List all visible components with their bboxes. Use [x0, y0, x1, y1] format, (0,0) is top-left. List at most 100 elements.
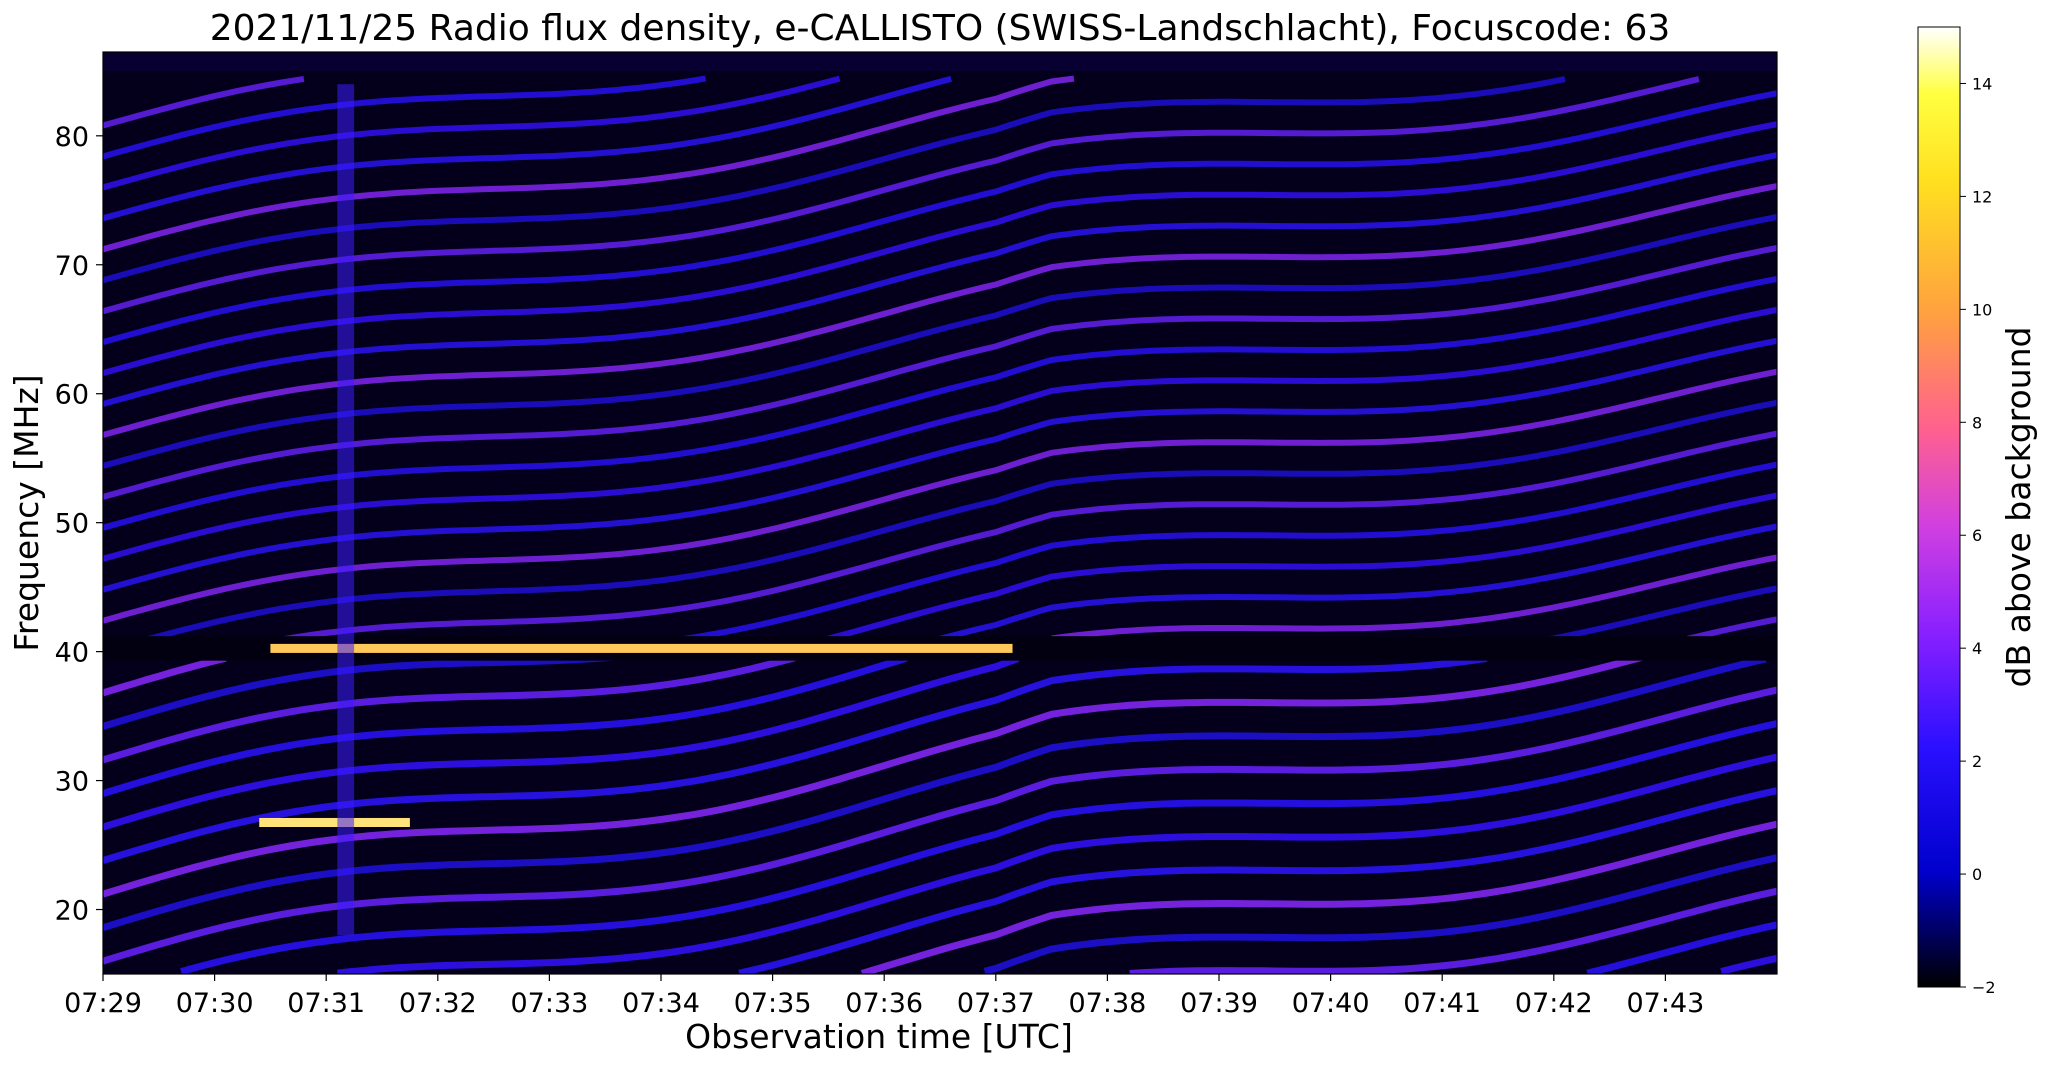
x-tick-label: 07:42	[1515, 988, 1593, 1019]
harmonic-lane	[103, 686, 1777, 965]
lane-segment	[146, 399, 1777, 643]
harmonic-lane	[1720, 954, 1777, 974]
lane-segment	[671, 461, 1777, 644]
harmonic-lane	[103, 75, 305, 129]
lane-segment	[1051, 554, 1777, 642]
x-tick-label: 07:38	[1068, 988, 1146, 1019]
y-tick-label: 80	[55, 122, 89, 153]
lane-segment	[103, 214, 1777, 469]
harmonic-lane	[103, 75, 841, 191]
y-axis: 20 30 40 50 60 70 80	[55, 122, 103, 927]
colorbar-tick-label: 0	[1972, 865, 1982, 884]
lane-segment	[1129, 887, 1777, 974]
y-tick-label: 60	[55, 380, 89, 411]
lane-segment	[103, 75, 1075, 253]
colorbar-tick-label: −2	[1972, 978, 1996, 997]
harmonic-lane	[336, 753, 1777, 974]
harmonic-lane	[103, 275, 1777, 531]
harmonic-lane	[1051, 554, 1777, 642]
harmonic-lane	[103, 654, 227, 697]
harmonic-lane	[671, 461, 1777, 644]
harmonic-lane	[103, 76, 1700, 315]
plot-frame	[102, 51, 1778, 975]
lane-segment	[103, 337, 1777, 593]
colorbar-label: dB above background	[1999, 327, 2038, 688]
lane-segment	[336, 753, 1777, 974]
colorbar-tick-label: 2	[1972, 752, 1982, 771]
lane-segment	[103, 76, 1700, 315]
harmonic-lane	[1687, 616, 1777, 642]
harmonic-lane	[103, 214, 1777, 469]
harmonic-lane	[1129, 887, 1777, 974]
harmonic-lane	[281, 430, 1777, 643]
harmonic-lane	[146, 399, 1777, 643]
lane-segment	[281, 430, 1777, 643]
x-tick-label: 07:29	[64, 988, 142, 1019]
lane-segment	[180, 720, 1777, 974]
x-tick-label: 07:35	[734, 988, 812, 1019]
harmonic-lane	[103, 152, 1777, 407]
x-tick-label: 07:31	[287, 988, 365, 1019]
x-tick-label: 07:40	[1292, 988, 1370, 1019]
x-tick-label: 07:30	[176, 988, 254, 1019]
harmonic-lane	[103, 306, 1777, 562]
harmonic-lane	[983, 854, 1777, 974]
lane-segment	[103, 686, 1777, 965]
x-tick-label: 07:37	[957, 988, 1035, 1019]
harmonic-lane	[103, 368, 1777, 624]
lane-segment	[1586, 921, 1777, 974]
lane-segment	[103, 75, 952, 222]
x-tick-label: 07:32	[399, 988, 477, 1019]
harmonic-lane	[1586, 921, 1777, 974]
harmonic-lane	[103, 75, 952, 222]
harmonic-lane	[939, 523, 1777, 642]
lane-segment	[103, 244, 1777, 500]
harmonic-lane	[1542, 585, 1777, 644]
lane-segment	[103, 75, 305, 129]
lane-segment	[103, 654, 796, 764]
colorbar	[1917, 26, 1961, 988]
y-tick-label: 70	[55, 251, 89, 282]
lane-segment	[103, 306, 1777, 562]
y-tick-label: 30	[55, 767, 89, 798]
harmonic-lane	[103, 75, 707, 160]
interference-line-low	[259, 817, 410, 827]
lane-segment	[103, 275, 1777, 531]
interference-line	[270, 643, 1013, 653]
y-tick-label: 50	[55, 509, 89, 540]
colorbar-tick-label: 4	[1972, 639, 1982, 658]
harmonic-lane	[103, 244, 1777, 500]
x-tick-label: 07:43	[1626, 988, 1704, 1019]
harmonic-lane	[103, 654, 908, 797]
harmonic-lane	[180, 720, 1777, 974]
burst-column	[337, 84, 355, 936]
harmonic-lane	[103, 653, 1645, 898]
colorbar-axis: −2 0 2 4 6 8 10 12 14	[1960, 74, 1996, 997]
harmonic-lane	[103, 90, 1777, 345]
x-tick-label: 07:34	[622, 988, 700, 1019]
harmonic-lane	[827, 492, 1777, 642]
lane-segment	[738, 787, 1777, 974]
lane-segment	[103, 655, 1767, 931]
harmonic-lane	[103, 337, 1777, 593]
lane-segment	[827, 492, 1777, 642]
lane-segment	[103, 75, 841, 191]
lane-segment	[1720, 954, 1777, 974]
lane-segment	[103, 654, 227, 697]
lane-segment	[103, 653, 1645, 898]
harmonic-lane	[103, 183, 1777, 438]
lane-segment	[103, 655, 1020, 831]
x-tick-label: 07:39	[1180, 988, 1258, 1019]
colorbar-tick-label: 14	[1972, 74, 1992, 93]
lane-segment	[103, 368, 1777, 624]
colorbar-tick-label: 8	[1972, 413, 1982, 432]
lane-segment	[983, 854, 1777, 974]
colorbar-tick-label: 12	[1972, 187, 1992, 206]
x-axis: 07:29 07:30 07:31 07:32 07:33 07:34 07:35 07:36…	[64, 974, 1704, 1019]
lane-segment	[103, 75, 707, 160]
lane-segment	[103, 653, 617, 730]
y-tick-label: 40	[55, 638, 89, 669]
lane-segment	[860, 820, 1777, 974]
harmonic-lane	[103, 655, 1767, 931]
